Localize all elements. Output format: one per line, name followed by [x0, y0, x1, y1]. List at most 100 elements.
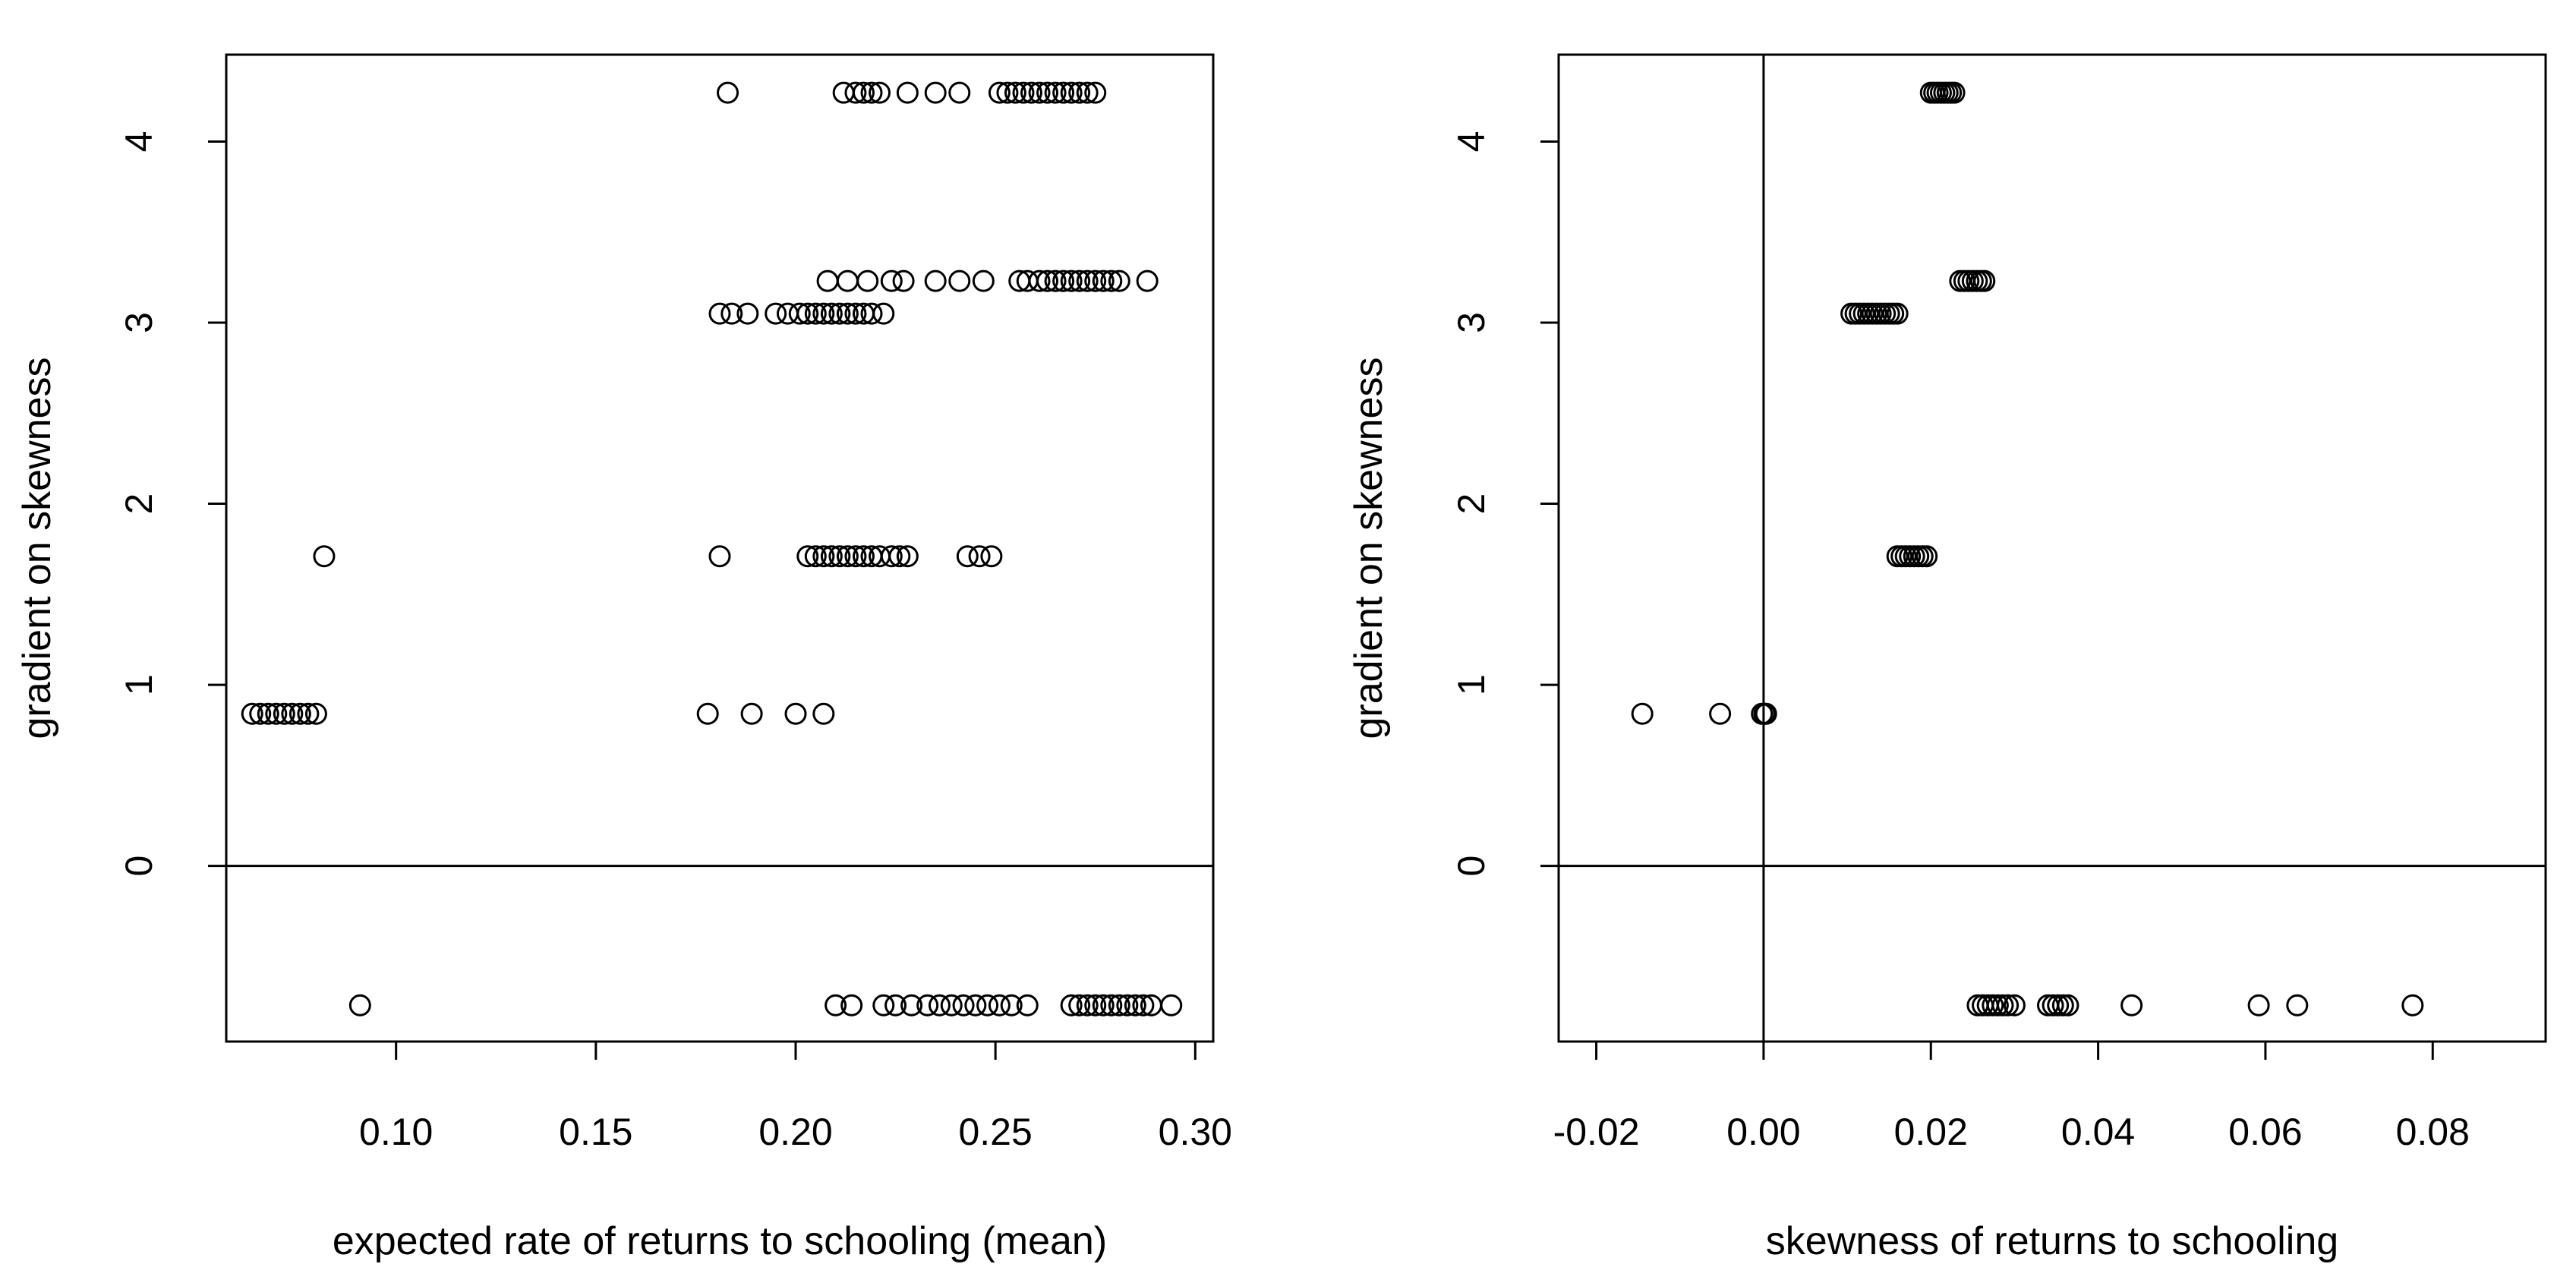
data-point	[2057, 994, 2079, 1017]
y-tick-label: 3	[1450, 312, 1493, 333]
data-point	[940, 994, 963, 1017]
data-point	[1036, 269, 1059, 292]
data-point	[860, 81, 883, 104]
data-point	[1755, 702, 1777, 725]
data-point	[916, 994, 939, 1017]
data-point	[1044, 81, 1067, 104]
data-point	[872, 994, 895, 1017]
data-point	[836, 269, 859, 292]
data-point	[804, 302, 827, 325]
data-point	[281, 702, 304, 725]
x-tick-label: -0.02	[1553, 1111, 1640, 1153]
data-point	[1997, 994, 2019, 1017]
data-point	[1068, 994, 1091, 1017]
data-point	[836, 302, 859, 325]
data-point	[1124, 994, 1146, 1017]
data-point	[1136, 269, 1159, 292]
plot-frame	[225, 53, 1215, 1043]
data-point	[1982, 994, 2004, 1017]
data-point	[976, 994, 999, 1017]
data-point	[720, 302, 743, 325]
data-point	[869, 81, 891, 104]
y-axis-title: gradient on skewness	[1347, 358, 1391, 739]
data-point	[872, 302, 895, 325]
data-point	[273, 702, 295, 725]
data-point	[852, 81, 875, 104]
data-point	[828, 302, 851, 325]
data-point	[1012, 81, 1035, 104]
data-point	[1986, 994, 2009, 1017]
data-point	[1108, 269, 1130, 292]
x-tick-label: 0.15	[559, 1111, 632, 1153]
data-point	[2120, 994, 2143, 1017]
data-point	[2286, 994, 2309, 1017]
data-point	[1973, 269, 1996, 292]
data-point	[1092, 269, 1115, 292]
data-point	[696, 702, 719, 725]
data-point	[288, 702, 311, 725]
data-point	[928, 994, 951, 1017]
data-point	[708, 302, 731, 325]
data-point	[1991, 994, 2014, 1017]
data-point	[825, 994, 847, 1017]
data-point	[844, 545, 867, 568]
data-point	[1084, 269, 1107, 292]
data-point	[948, 81, 971, 104]
data-point	[820, 302, 843, 325]
data-point	[996, 81, 1019, 104]
data-point	[1044, 269, 1067, 292]
data-point	[736, 302, 759, 325]
plot-panel-2: -0.02 0.00 0.02 0.04 0.06 0.08 0 1 2 3 4 skewness o…	[1347, 53, 2547, 1263]
data-point	[980, 545, 1003, 568]
data-point	[844, 81, 867, 104]
data-point	[896, 81, 919, 104]
data-point	[1160, 994, 1183, 1017]
data-point	[952, 994, 975, 1017]
data-point	[900, 994, 923, 1017]
data-point	[776, 302, 799, 325]
data-point	[844, 302, 867, 325]
data-point	[1076, 994, 1099, 1017]
y-tick-label: 0	[118, 856, 160, 877]
data-point	[1108, 994, 1130, 1017]
y-tick-label: 2	[1450, 493, 1493, 515]
data-point	[241, 702, 263, 725]
data-point	[1068, 269, 1091, 292]
data-point	[856, 269, 879, 292]
data-point	[1084, 81, 1107, 104]
data-point	[880, 545, 903, 568]
x-tick-label: 0.00	[1726, 1111, 1800, 1153]
data-point	[812, 702, 835, 725]
x-tick-label: 0.30	[1159, 1111, 1232, 1153]
data-point	[717, 81, 739, 104]
data-point	[708, 545, 731, 568]
y-tick-label: 1	[118, 674, 160, 695]
data-point	[304, 702, 327, 725]
data-point	[784, 702, 807, 725]
x-tick-label: 0.08	[2396, 1111, 2470, 1153]
data-point	[1132, 994, 1155, 1017]
x-tick-label: 0.06	[2228, 1111, 2302, 1153]
data-point	[812, 302, 835, 325]
data-point	[2042, 994, 2064, 1017]
data-point	[2401, 994, 2424, 1017]
data-point	[1709, 702, 1732, 725]
data-point	[1000, 994, 1023, 1017]
data-point	[1020, 81, 1043, 104]
data-point	[924, 269, 947, 292]
plot-frame	[1557, 53, 2547, 1043]
data-point	[964, 994, 987, 1017]
data-point	[1886, 302, 1909, 325]
data-point	[820, 545, 843, 568]
x-tick-label: 0.04	[2061, 1111, 2135, 1153]
data-point	[740, 702, 763, 725]
data-point	[892, 269, 915, 292]
data-point	[948, 269, 971, 292]
plot-panel-1: 0.10 0.15 0.20 0.25 0.30 0 1 2 3 4 expected rate o…	[15, 53, 1232, 1263]
data-point	[297, 702, 320, 725]
data-point	[988, 81, 1011, 104]
x-axis-title: expected rate of returns to schooling (m…	[333, 1219, 1107, 1263]
data-point	[1076, 81, 1099, 104]
data-point	[1060, 269, 1083, 292]
data-point	[1943, 81, 1966, 104]
